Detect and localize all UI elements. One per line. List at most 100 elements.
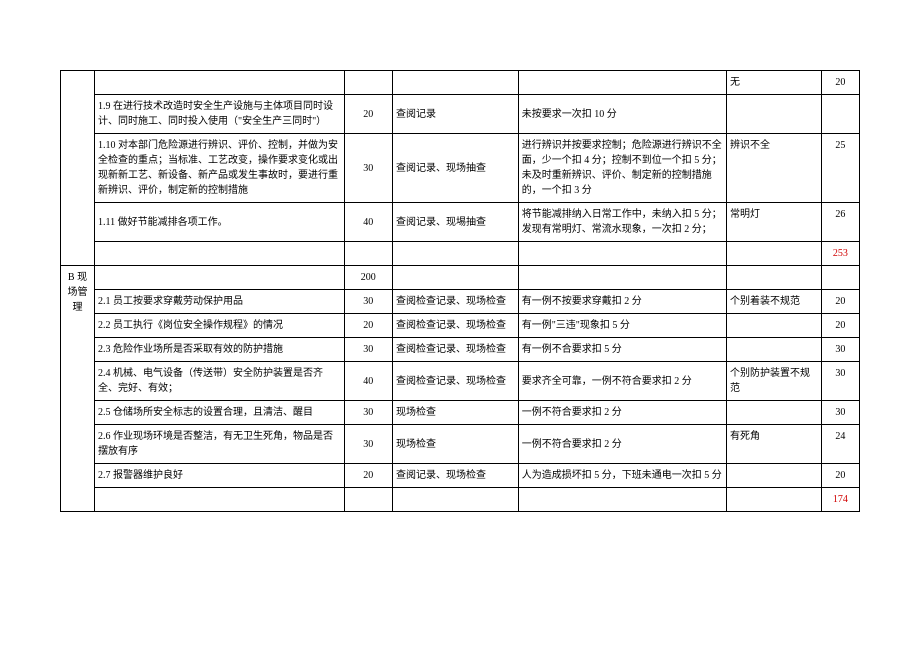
std-cell: 将节能减排纳入日常工作中，未纳入扣 5 分；发现有常明灯、常流水现象，一次扣 2… (518, 203, 726, 242)
table-row: 2.5 仓储场所安全标志的设置合理，且清洁、醒目 30 现场检查 一例不符合要求… (61, 401, 860, 425)
final-cell (821, 266, 859, 290)
score-cell (344, 488, 392, 512)
final-cell: 30 (821, 338, 859, 362)
score-cell: 40 (344, 203, 392, 242)
table-row: 1.9 在进行技术改造时安全生产设施与主体项目同时设计、同时施工、同时投入使用（… (61, 95, 860, 134)
table-row: 2.3 危险作业场所是否采取有效的防护措施 30 查阅检查记录、现场检查 有一例… (61, 338, 860, 362)
item-cell: 2.3 危险作业场所是否采取有效的防护措施 (95, 338, 344, 362)
score-cell: 20 (344, 95, 392, 134)
std-cell: 进行辨识并按要求控制；危险源进行辨识不全面，少一个扣 4 分；控制不到位一个扣 … (518, 134, 726, 203)
note-cell (726, 401, 821, 425)
table-row: 无 20 (61, 71, 860, 95)
method-cell (392, 488, 518, 512)
method-cell: 查阅检查记录、现场检查 (392, 362, 518, 401)
final-cell: 26 (821, 203, 859, 242)
std-cell: 有一例不合要求扣 5 分 (518, 338, 726, 362)
document-page: 无 20 1.9 在进行技术改造时安全生产设施与主体项目同时设计、同时施工、同时… (0, 0, 920, 651)
score-cell: 30 (344, 134, 392, 203)
item-cell (95, 242, 344, 266)
subtotal-cell: 174 (821, 488, 859, 512)
score-cell: 20 (344, 464, 392, 488)
std-cell: 一例不符合要求扣 2 分 (518, 401, 726, 425)
category-cell-a (61, 71, 95, 266)
note-cell: 个别着装不规范 (726, 290, 821, 314)
table-row: 2.1 员工按要求穿戴劳动保护用品 30 查阅检查记录、现场检查 有一例不按要求… (61, 290, 860, 314)
note-cell (726, 266, 821, 290)
note-cell: 个别防护装置不规范 (726, 362, 821, 401)
std-cell: 一例不符合要求扣 2 分 (518, 425, 726, 464)
note-cell (726, 488, 821, 512)
method-cell: 查阅记录 (392, 95, 518, 134)
item-cell (95, 266, 344, 290)
item-cell: 2.4 机械、电气设备（传送带）安全防护装置是否齐全、完好、有效； (95, 362, 344, 401)
item-cell: 2.7 报警器维护良好 (95, 464, 344, 488)
section-header-row: B 现场管理 200 (61, 266, 860, 290)
final-cell: 20 (821, 290, 859, 314)
score-cell: 200 (344, 266, 392, 290)
note-cell: 辨识不全 (726, 134, 821, 203)
note-cell (726, 464, 821, 488)
subtotal-row: 253 (61, 242, 860, 266)
score-cell: 30 (344, 401, 392, 425)
method-cell: 查阅检查记录、现场检查 (392, 290, 518, 314)
item-cell: 1.10 对本部门危险源进行辨识、评价、控制，并做为安全检查的重点；当标准、工艺… (95, 134, 344, 203)
method-cell: 查阅检查记录、现场检查 (392, 314, 518, 338)
method-cell: 查阅记录、现场检查 (392, 464, 518, 488)
note-cell (726, 314, 821, 338)
item-cell: 2.2 员工执行《岗位安全操作规程》的情况 (95, 314, 344, 338)
note-cell (726, 95, 821, 134)
assessment-table: 无 20 1.9 在进行技术改造时安全生产设施与主体项目同时设计、同时施工、同时… (60, 70, 860, 512)
note-cell (726, 338, 821, 362)
method-cell: 现场检查 (392, 425, 518, 464)
std-cell (518, 488, 726, 512)
item-cell (95, 488, 344, 512)
method-cell (392, 266, 518, 290)
subtotal-row: 174 (61, 488, 860, 512)
score-cell: 20 (344, 314, 392, 338)
std-cell (518, 71, 726, 95)
table-row: 2.6 作业现场环境是否整洁，有无卫生死角，物品是否摆放有序 30 现场检查 一… (61, 425, 860, 464)
final-cell (821, 95, 859, 134)
std-cell: 未按要求一次扣 10 分 (518, 95, 726, 134)
method-cell: 查阅记录、现埸抽查 (392, 203, 518, 242)
method-cell: 查阅检查记录、现场检查 (392, 338, 518, 362)
final-cell: 30 (821, 401, 859, 425)
table-row: 2.4 机械、电气设备（传送带）安全防护装置是否齐全、完好、有效； 40 查阅检… (61, 362, 860, 401)
method-cell (392, 71, 518, 95)
std-cell: 要求齐全可靠，一例不符合要求扣 2 分 (518, 362, 726, 401)
std-cell: 有一例不按要求穿戴扣 2 分 (518, 290, 726, 314)
item-cell (95, 71, 344, 95)
std-cell (518, 242, 726, 266)
method-cell: 现场检查 (392, 401, 518, 425)
table-row: 2.2 员工执行《岗位安全操作规程》的情况 20 查阅检查记录、现场检查 有一例… (61, 314, 860, 338)
score-cell: 40 (344, 362, 392, 401)
score-cell: 30 (344, 290, 392, 314)
table-row: 2.7 报警器维护良好 20 查阅记录、现场检查 人为造成损坏扣 5 分，下班未… (61, 464, 860, 488)
method-cell (392, 242, 518, 266)
score-cell (344, 242, 392, 266)
subtotal-cell: 253 (821, 242, 859, 266)
final-cell: 30 (821, 362, 859, 401)
item-cell: 1.11 做好节能减排各项工作。 (95, 203, 344, 242)
item-cell: 2.5 仓储场所安全标志的设置合理，且清洁、醒目 (95, 401, 344, 425)
item-cell: 1.9 在进行技术改造时安全生产设施与主体项目同时设计、同时施工、同时投入使用（… (95, 95, 344, 134)
item-cell: 2.6 作业现场环境是否整洁，有无卫生死角，物品是否摆放有序 (95, 425, 344, 464)
method-cell: 查阅记录、现场抽查 (392, 134, 518, 203)
std-cell: 有一例"三违"现象扣 5 分 (518, 314, 726, 338)
note-cell: 常明灯 (726, 203, 821, 242)
final-cell: 20 (821, 464, 859, 488)
std-cell (518, 266, 726, 290)
table-row: 1.11 做好节能减排各项工作。 40 查阅记录、现埸抽查 将节能减排纳入日常工… (61, 203, 860, 242)
table-row: 1.10 对本部门危险源进行辨识、评价、控制，并做为安全检查的重点；当标准、工艺… (61, 134, 860, 203)
final-cell: 20 (821, 71, 859, 95)
note-cell: 无 (726, 71, 821, 95)
final-cell: 24 (821, 425, 859, 464)
score-cell: 30 (344, 425, 392, 464)
item-cell: 2.1 员工按要求穿戴劳动保护用品 (95, 290, 344, 314)
category-cell-b: B 现场管理 (61, 266, 95, 512)
score-cell: 30 (344, 338, 392, 362)
score-cell (344, 71, 392, 95)
final-cell: 25 (821, 134, 859, 203)
final-cell: 20 (821, 314, 859, 338)
note-cell: 有死角 (726, 425, 821, 464)
